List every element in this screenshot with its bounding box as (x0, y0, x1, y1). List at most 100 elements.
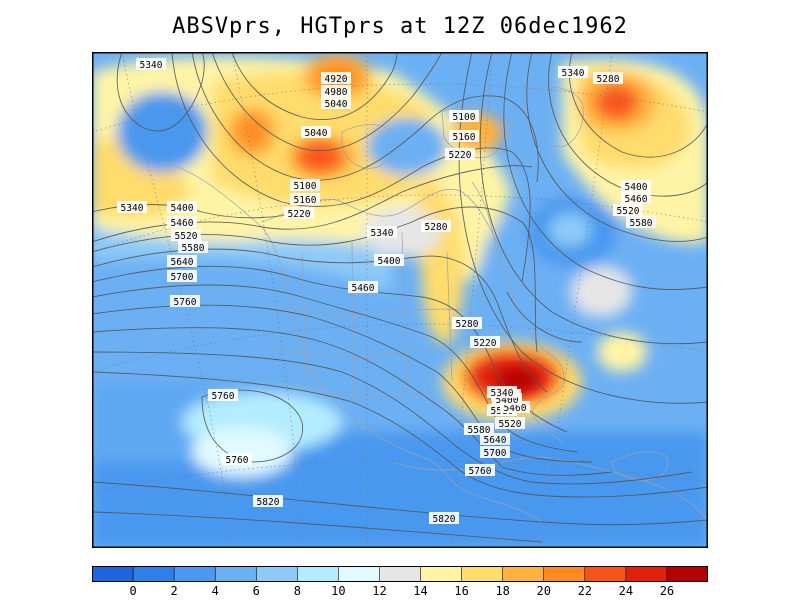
svg-text:5340: 5340 (121, 203, 144, 214)
map-title: ABSVprs, HGTprs at 12Z 06dec1962 (172, 14, 628, 39)
svg-text:5220: 5220 (288, 209, 311, 220)
contour-label: 5400 (374, 254, 404, 267)
svg-text:5460: 5460 (625, 194, 648, 205)
svg-text:5760: 5760 (226, 455, 249, 466)
vorticity-min-atlantic (548, 212, 592, 248)
map-frame (92, 52, 708, 548)
colorbar-swatch (92, 566, 134, 581)
contour-label: 5700 (167, 270, 197, 283)
svg-text:5400: 5400 (625, 182, 648, 193)
contour-label: 5280 (421, 220, 451, 233)
colorbar-swatch (297, 566, 339, 581)
contour-label: 5280 (452, 317, 482, 330)
svg-text:5640: 5640 (171, 257, 194, 268)
svg-text:5460: 5460 (171, 218, 194, 229)
svg-text:5220: 5220 (474, 338, 497, 349)
svg-text:5340: 5340 (491, 388, 514, 399)
contour-label: 5220 (445, 148, 475, 161)
contour-label: 5640 (480, 433, 510, 446)
contour-label: 5100 (290, 179, 320, 192)
svg-text:5280: 5280 (456, 319, 479, 330)
svg-text:5700: 5700 (484, 448, 507, 459)
svg-text:5160: 5160 (294, 195, 317, 206)
contour-label: 5400 (621, 180, 651, 193)
svg-text:5760: 5760 (212, 391, 235, 402)
vorticity-max-keewatin (298, 143, 342, 171)
svg-text:5340: 5340 (562, 68, 585, 79)
colorbar: 0 2 4 6 8 10 12 14 16 18 20 22 24 26 (92, 566, 708, 598)
contour-label: 5460 (167, 216, 197, 229)
colorbar-tick-label: 26 (660, 584, 674, 598)
contour-label: 5820 (429, 512, 459, 525)
svg-text:5400: 5400 (378, 256, 401, 267)
colorbar-tick-label: 14 (413, 584, 427, 598)
contour-label: 4920 (321, 72, 351, 85)
colorbar-tick-label: 0 (129, 584, 136, 598)
contour-label: 5760 (222, 453, 252, 466)
contour-label: 5760 (465, 464, 495, 477)
contour-label: 5520 (495, 417, 525, 430)
svg-text:5400: 5400 (496, 395, 519, 406)
contour-label: 5700 (480, 446, 510, 459)
svg-text:5040: 5040 (325, 99, 348, 110)
colorbar-swatch (502, 566, 545, 581)
contour-label: 5460 (621, 192, 651, 205)
colorbar-swatch (625, 566, 668, 581)
colorbar-tick-label: 10 (331, 584, 345, 598)
colorbar-tick-label: 12 (372, 584, 386, 598)
contour-label: 5580 (626, 216, 656, 229)
contour-label: 5040 (321, 97, 351, 110)
colorbar-tick-label: 22 (578, 584, 592, 598)
contour-label: 5160 (290, 193, 320, 206)
svg-text:5760: 5760 (469, 466, 492, 477)
colorbar-tick-label: 6 (253, 584, 260, 598)
contour-label: 5220 (284, 207, 314, 220)
colorbar-swatch (174, 566, 216, 581)
svg-text:5280: 5280 (425, 222, 448, 233)
colorbar-swatch (379, 566, 422, 581)
colorbar-swatch (420, 566, 463, 581)
colorbar-swatch (133, 566, 175, 581)
vorticity-max-greenland (597, 86, 637, 118)
colorbar-tick-label: 24 (619, 584, 633, 598)
contour-label: 5520 (613, 204, 643, 217)
svg-text:5280: 5280 (597, 74, 620, 85)
coastlines (161, 86, 708, 523)
svg-text:5760: 5760 (174, 297, 197, 308)
svg-text:5400: 5400 (171, 203, 194, 214)
svg-text:5580: 5580 (468, 425, 491, 436)
svg-text:5040: 5040 (305, 128, 328, 139)
colorbar-swatch (215, 566, 257, 581)
vorticity-min-alaska (139, 108, 195, 152)
contour-label: 5580 (178, 241, 208, 254)
colorbar-tick-label: 4 (212, 584, 219, 598)
svg-text:4980: 4980 (325, 87, 348, 98)
contour-label: 5340 (367, 226, 397, 239)
contour-label: 5640 (167, 255, 197, 268)
svg-text:5460: 5460 (504, 403, 527, 414)
colorbar-swatch (338, 566, 380, 581)
svg-text:5640: 5640 (484, 435, 507, 446)
svg-text:5700: 5700 (171, 272, 194, 283)
contour-label: 5280 (593, 72, 623, 85)
contour-label: 5340 (558, 66, 588, 79)
vorticity-max-yukon (238, 116, 266, 148)
svg-text:5580: 5580 (630, 218, 653, 229)
contour-label: 5520 (171, 229, 201, 242)
vorticity-height-map: 5340 4920 4980 5040 5040 5280 5100 5160 … (92, 52, 708, 548)
contour-label: 5040 (301, 126, 331, 139)
colorbar-frame (92, 566, 708, 582)
contour-label: 5100 (449, 110, 479, 123)
svg-text:5340: 5340 (371, 228, 394, 239)
colorbar-tick-label: 18 (495, 584, 509, 598)
svg-text:5460: 5460 (352, 283, 375, 294)
contour-label: 5340 (117, 201, 147, 214)
svg-text:5160: 5160 (453, 132, 476, 143)
contour-label: 5820 (253, 495, 283, 508)
svg-text:5100: 5100 (453, 112, 476, 123)
contour-label: 5760 (208, 389, 238, 402)
contour-label: 5220 (470, 336, 500, 349)
colorbar-swatch (666, 566, 708, 581)
colorbar-tick-label: 8 (294, 584, 301, 598)
colorbar-swatch (584, 566, 627, 581)
